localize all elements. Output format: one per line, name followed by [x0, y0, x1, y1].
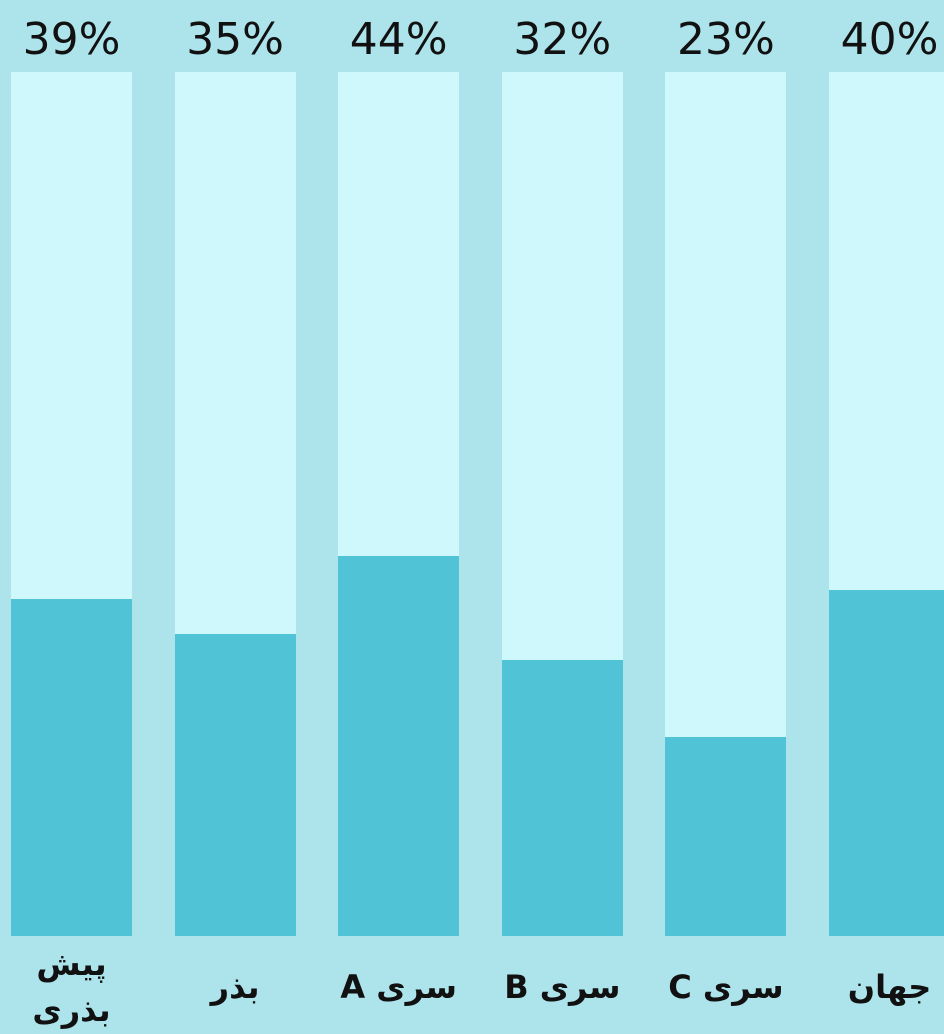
- bar: [11, 599, 132, 936]
- value-label: 44%: [349, 14, 448, 65]
- value-label: 32%: [513, 14, 612, 65]
- x-tick-label: بذر: [210, 968, 260, 1006]
- bar: [338, 555, 460, 936]
- value-label: 40%: [840, 14, 939, 65]
- value-label: 35%: [186, 14, 284, 65]
- x-tick-label: سری A: [340, 968, 457, 1006]
- bar: [829, 590, 944, 936]
- x-tick-label: پیش بذری: [32, 945, 111, 1029]
- bar: [174, 633, 296, 936]
- value-label: 23%: [676, 14, 775, 65]
- x-tick-label: جهان: [847, 968, 932, 1006]
- value-label: 39%: [22, 14, 121, 65]
- x-tick-label: سری B: [504, 968, 621, 1006]
- bar: [665, 737, 787, 936]
- bar: [501, 659, 623, 936]
- x-tick-label: سری C: [668, 968, 784, 1006]
